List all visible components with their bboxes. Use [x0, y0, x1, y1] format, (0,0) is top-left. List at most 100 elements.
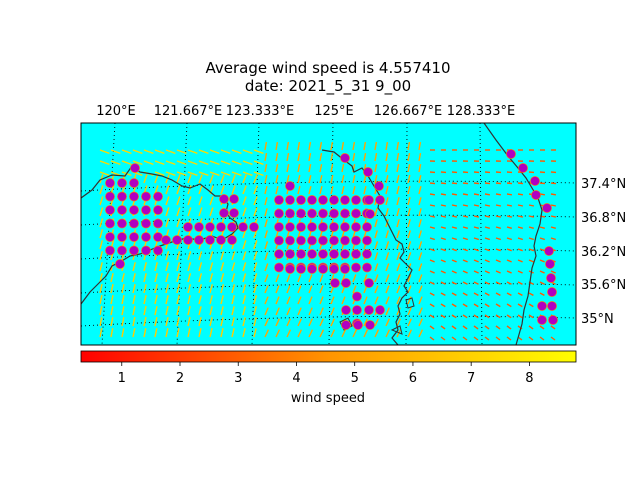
wind-arrow: [253, 174, 258, 184]
wind-arrow: [407, 318, 412, 327]
wind-arrow: [418, 307, 423, 316]
wind-arrow: [319, 318, 324, 327]
wind-arrow: [231, 171, 242, 177]
wind-arrow: [440, 226, 446, 229]
wind-arrow: [198, 171, 209, 177]
wind-arrow: [495, 248, 501, 252]
station-marker: [285, 181, 295, 191]
colorbar: [80, 350, 577, 363]
wind-arrow: [374, 219, 378, 228]
wind-arrow: [275, 152, 279, 162]
station-marker: [374, 181, 384, 191]
wind-arrow: [286, 329, 292, 338]
wind-arrow: [407, 274, 412, 283]
wind-arrow: [429, 182, 436, 185]
wind-arrow: [528, 314, 534, 319]
wind-arrow: [242, 295, 247, 305]
wind-arrow: [385, 285, 390, 294]
lon-label: 121.667°E: [154, 104, 222, 119]
wind-arrow: [275, 318, 280, 327]
wind-arrow: [110, 317, 114, 327]
station-marker: [105, 232, 115, 242]
station-marker: [117, 218, 127, 229]
wind-arrow: [473, 281, 479, 285]
wind-arrow: [374, 141, 378, 151]
wind-arrow: [319, 329, 325, 338]
wind-arrow: [396, 197, 400, 206]
wind-arrow: [143, 328, 147, 338]
wind-arrow: [429, 270, 435, 274]
wind-arrow: [462, 204, 469, 207]
wind-arrow: [231, 149, 242, 155]
wind-arrow: [517, 204, 524, 207]
wind-arrow: [99, 196, 104, 206]
map-content: [81, 123, 576, 345]
wind-arrow: [506, 270, 512, 274]
wind-arrow: [374, 274, 379, 283]
wind-arrow: [440, 259, 446, 263]
wind-arrow: [121, 149, 132, 155]
station-marker: [274, 208, 284, 219]
wind-arrow: [242, 207, 247, 217]
wind-arrow: [209, 207, 214, 217]
wind-arrow: [374, 329, 380, 338]
wind-arrow: [308, 307, 313, 316]
wind-arrow: [528, 226, 534, 229]
wind-arrow: [253, 262, 258, 272]
wind-arrow: [528, 292, 534, 297]
wind-arrow: [297, 329, 303, 338]
wind-arrow: [440, 270, 446, 274]
station-marker: [537, 315, 547, 325]
wind-arrow: [440, 248, 446, 252]
wind-arrow: [506, 193, 513, 196]
wind-arrow: [517, 237, 524, 241]
wind-arrow: [253, 295, 258, 305]
wind-arrow: [110, 306, 114, 316]
station-marker: [285, 195, 295, 205]
wind-arrow: [528, 204, 535, 207]
wind-arrow: [429, 193, 436, 196]
wind-arrow: [231, 284, 236, 294]
wind-arrow: [451, 281, 457, 285]
station-marker: [194, 235, 204, 245]
wind-arrow: [385, 141, 389, 151]
wind-arrow: [198, 262, 203, 272]
station-marker: [340, 249, 350, 259]
wind-arrow: [308, 141, 312, 151]
coastline-east: [483, 123, 543, 345]
wind-arrow: [121, 273, 125, 283]
wind-arrow: [418, 152, 422, 162]
wind-arrow: [506, 215, 513, 218]
lon-label: 126.667°E: [374, 104, 442, 119]
station-marker: [183, 222, 193, 232]
lon-label: 125°E: [314, 104, 354, 119]
wind-arrow: [220, 284, 225, 294]
wind-arrow: [220, 273, 225, 283]
wind-arrow: [121, 160, 132, 166]
wind-arrow: [132, 317, 136, 327]
wind-arrow: [99, 317, 103, 327]
wind-arrow: [407, 219, 411, 228]
station-marker: [229, 208, 239, 218]
wind-arrow: [198, 174, 203, 184]
station-marker: [285, 222, 295, 232]
wind-arrow: [440, 303, 446, 308]
wind-arrow: [110, 328, 114, 338]
station-marker: [353, 320, 363, 330]
wind-arrow: [506, 204, 513, 207]
wind-arrow: [462, 336, 468, 341]
wind-arrow: [528, 215, 535, 218]
wind-arrow: [440, 292, 446, 297]
wind-arrow: [407, 296, 412, 305]
wind-arrow: [297, 318, 302, 327]
wind-arrow: [264, 263, 269, 272]
wind-arrow: [396, 296, 401, 305]
wind-arrow: [440, 325, 446, 330]
wind-arrow: [462, 215, 469, 218]
wind-arrow: [528, 325, 534, 330]
wind-arrow: [275, 175, 279, 184]
wind-arrow: [495, 204, 502, 207]
station-marker: [340, 195, 350, 205]
wind-arrow: [517, 215, 524, 218]
wind-arrow: [176, 160, 187, 166]
